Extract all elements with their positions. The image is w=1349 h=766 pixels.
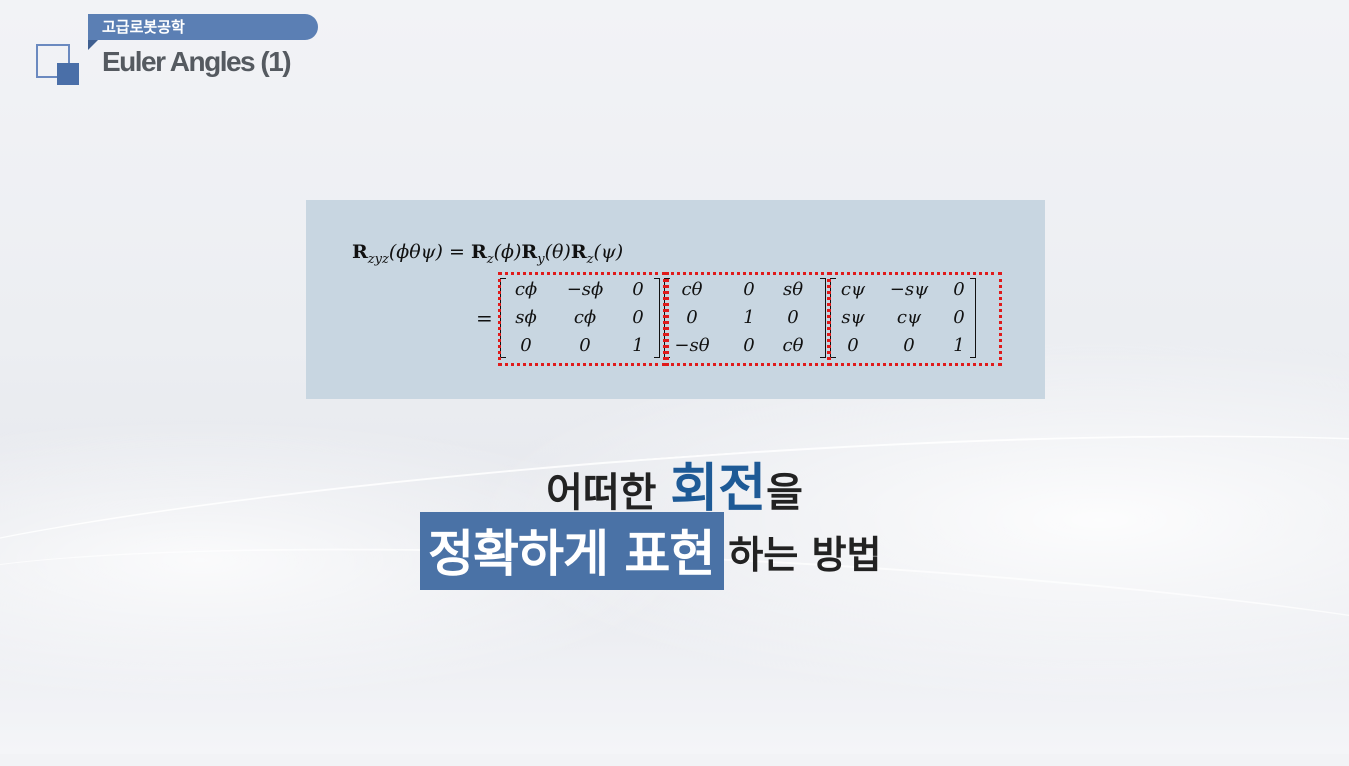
lhs-symbol: R: [352, 241, 368, 263]
highlight-box-matrix-1: [498, 272, 666, 366]
matrix-cell: 0: [953, 307, 965, 328]
matrix-cell: 0: [632, 279, 644, 300]
matrix-cell: 0: [686, 307, 698, 328]
matrix-bracket-right: [970, 278, 976, 358]
lhs-args: (ϕθψ): [388, 241, 443, 263]
tagline-text: 어떠한: [546, 470, 671, 516]
matrix-cell: 0: [953, 279, 965, 300]
matrix-cell: 1: [632, 335, 644, 356]
tagline-text: 을: [766, 470, 803, 516]
highlight-box-matrix-2: [666, 272, 830, 366]
matrix-cell: sθ: [782, 279, 804, 300]
matrix-cell: 0: [787, 307, 799, 328]
matrix-cell: 1: [743, 307, 755, 328]
matrix-cell: cϕ: [514, 279, 538, 300]
matrix-cell: −sψ: [889, 279, 929, 300]
highlight-box-matrix-3: [828, 272, 1002, 366]
matrix-cell: −sθ: [674, 335, 710, 356]
tagline-line-1: 어떠한 회전을: [0, 446, 1349, 521]
matrix-cell: 0: [632, 307, 644, 328]
matrix-equals-sign: =: [476, 306, 493, 330]
matrix-cell: cψ: [896, 307, 922, 328]
tagline-text: 하는 방법: [728, 532, 882, 577]
matrix-cell: −sϕ: [566, 279, 604, 300]
matrix-cell: sψ: [841, 307, 865, 328]
matrix-cell: 0: [579, 335, 591, 356]
logo-square-fill: [57, 63, 79, 85]
rhs-symbol-2: R: [521, 241, 538, 263]
matrix-cell: 0: [903, 335, 915, 356]
course-tab: 고급로봇공학: [88, 14, 318, 50]
matrix-cell: sϕ: [515, 307, 537, 328]
tagline-emphasis: 회전: [670, 459, 767, 519]
rotation-matrix-z-psi: cψ −sψ 0 sψ cψ 0 0 0 1: [830, 278, 976, 358]
matrix-bracket-right: [654, 278, 660, 358]
rhs-arg-3: (ψ): [593, 241, 624, 263]
slide-title: Euler Angles (1): [102, 46, 292, 77]
tagline-line-2: 정확하게 표현 하는 방법: [420, 512, 882, 590]
rhs-symbol-1: R: [470, 241, 487, 263]
rhs-arg-2: (θ): [544, 241, 571, 263]
matrix-bracket-right: [820, 278, 826, 358]
matrix-cell: 0: [743, 335, 755, 356]
matrix-cell: 0: [847, 335, 859, 356]
logo-square-outline: [36, 44, 70, 78]
rhs-subscript-2: y: [537, 251, 545, 267]
rhs-subscript-1: z: [486, 251, 494, 267]
matrix-cell: 0: [520, 335, 532, 356]
equals-sign: =: [449, 241, 465, 263]
matrix-cell: 1: [953, 335, 965, 356]
matrix-cell: 0: [743, 279, 755, 300]
matrix-cell: cϕ: [573, 307, 597, 328]
rhs-subscript-3: z: [586, 251, 594, 267]
tagline-highlight: 정확하게 표현: [420, 512, 725, 590]
matrix-cell: cθ: [681, 279, 703, 300]
rhs-symbol-3: R: [570, 241, 587, 263]
matrix-cell: cψ: [840, 279, 866, 300]
lhs-subscript: zyz: [367, 251, 389, 267]
rhs-arg-1: (ϕ): [493, 241, 522, 263]
rotation-matrix-y-theta: cθ 0 sθ 0 1 0 −sθ 0 cθ: [664, 278, 826, 358]
matrix-cell: cθ: [782, 335, 804, 356]
equation-definition: Rzyz(ϕθψ) = Rz(ϕ)Ry(θ)Rz(ψ): [352, 241, 623, 267]
